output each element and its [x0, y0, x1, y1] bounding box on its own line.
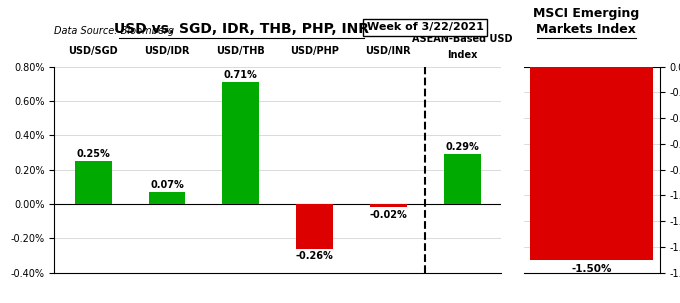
- Text: 0.71%: 0.71%: [224, 70, 258, 80]
- Text: USD vs. SGD, IDR, THB, PHP, INR: USD vs. SGD, IDR, THB, PHP, INR: [114, 22, 369, 36]
- Text: -0.26%: -0.26%: [296, 251, 333, 261]
- Text: Week of 3/22/2021: Week of 3/22/2021: [367, 22, 483, 32]
- Text: -0.02%: -0.02%: [369, 210, 407, 220]
- Bar: [296, 204, 333, 249]
- Text: Index: Index: [447, 50, 477, 60]
- Text: 0.07%: 0.07%: [150, 180, 184, 190]
- Bar: [222, 82, 259, 204]
- Text: MSCI Emerging
Markets Index: MSCI Emerging Markets Index: [533, 7, 639, 36]
- Text: USD/IDR: USD/IDR: [144, 45, 190, 55]
- Text: -1.50%: -1.50%: [572, 264, 612, 274]
- Text: USD/PHP: USD/PHP: [290, 45, 339, 55]
- Text: USD/THB: USD/THB: [216, 45, 265, 55]
- Bar: [148, 192, 186, 204]
- Bar: [75, 161, 112, 204]
- Text: USD/INR: USD/INR: [366, 45, 411, 55]
- Text: USD/SGD: USD/SGD: [69, 45, 118, 55]
- Text: 0.29%: 0.29%: [445, 142, 479, 152]
- Text: Data Source: Bloomberg: Data Source: Bloomberg: [54, 26, 175, 36]
- Bar: [370, 204, 407, 208]
- Text: ASEAN-Based USD: ASEAN-Based USD: [412, 35, 513, 45]
- Text: 0.25%: 0.25%: [76, 149, 110, 159]
- Bar: [444, 154, 481, 204]
